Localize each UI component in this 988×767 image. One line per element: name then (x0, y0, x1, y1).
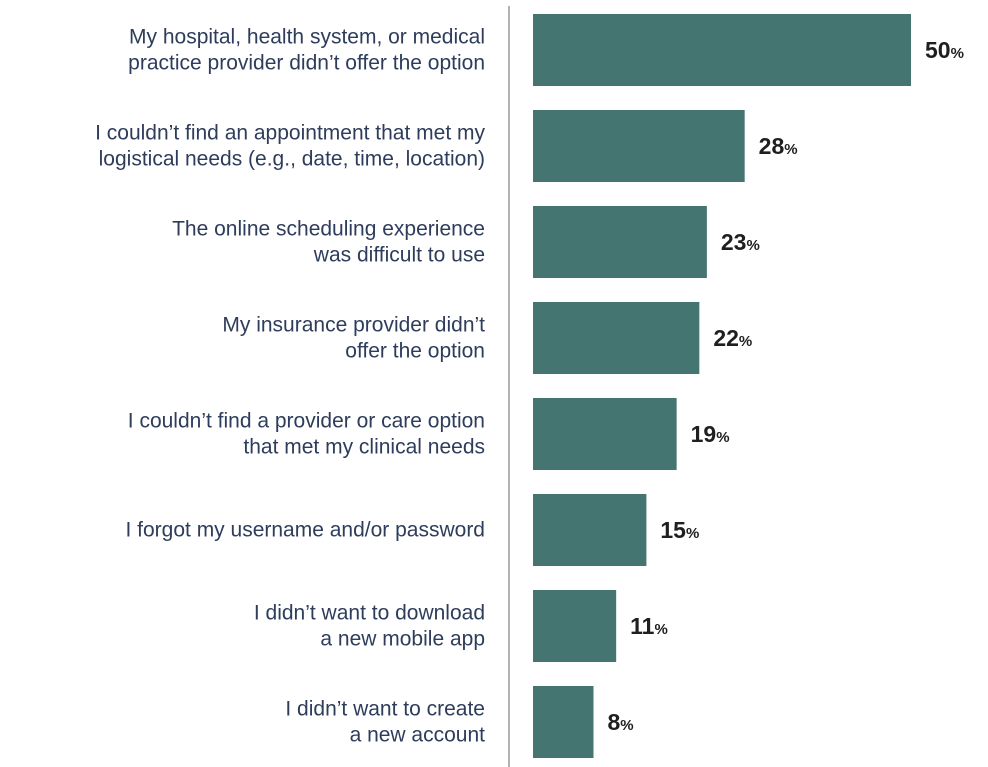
category-label: offer the option (345, 340, 485, 363)
category-label: I couldn’t find an appointment that met … (95, 122, 485, 145)
category-label: I forgot my username and/or password (125, 519, 485, 542)
value-label: 22% (713, 325, 752, 351)
bar (533, 686, 594, 758)
category-label: a new account (350, 724, 486, 747)
category-label: practice provider didn’t offer the optio… (128, 52, 485, 75)
category-label: a new mobile app (320, 628, 485, 651)
bar (533, 206, 707, 278)
category-label: logistical needs (e.g., date, time, loca… (99, 148, 485, 171)
value-label: 28% (759, 133, 798, 159)
category-label: I didn’t want to download (254, 602, 485, 625)
category-label: I didn’t want to create (285, 698, 485, 721)
bar (533, 494, 647, 566)
bar (533, 110, 745, 182)
bar (533, 398, 677, 470)
category-label: My hospital, health system, or medical (129, 26, 485, 49)
value-label: 50% (925, 37, 964, 63)
category-label: My insurance provider didn’t (222, 314, 485, 337)
value-label: 15% (660, 517, 699, 543)
value-label: 19% (691, 421, 730, 447)
category-label: I couldn’t find a provider or care optio… (128, 410, 485, 433)
value-label: 8% (607, 709, 633, 735)
category-label: The online scheduling experience (172, 218, 485, 241)
value-label: 23% (721, 229, 760, 255)
category-label: was difficult to use (313, 244, 485, 267)
bar (533, 14, 911, 86)
bar (533, 302, 700, 374)
value-label: 11% (630, 613, 668, 639)
category-label: that met my clinical needs (243, 436, 485, 459)
bar (533, 590, 617, 662)
